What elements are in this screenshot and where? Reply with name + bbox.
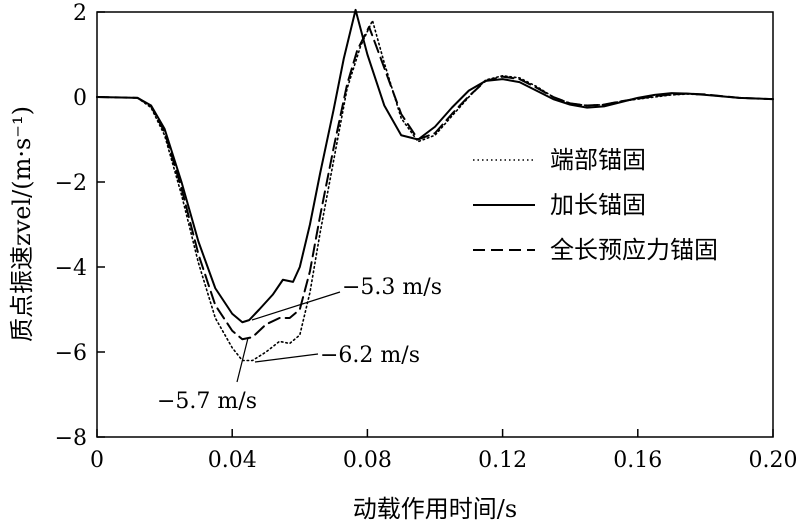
annotations: −5.3 m/s −6.2 m/s −5.7 m/s	[157, 275, 442, 414]
y-tick-label: 0	[73, 86, 87, 111]
series-line-dashed	[96, 25, 774, 341]
annotation-leader-6-2	[254, 353, 319, 363]
y-tick-label: −8	[55, 426, 87, 451]
annotation-6-2: −6.2 m/s	[320, 343, 420, 368]
annotation-leader-5-3	[251, 291, 341, 321]
series-line-solid	[96, 8, 774, 324]
x-tick-label: 0.08	[343, 448, 392, 473]
y-tick-label: −2	[55, 171, 87, 196]
y-tick-label: −4	[55, 256, 87, 281]
y-tick-label: −6	[55, 341, 87, 366]
series-line-dotted	[96, 19, 774, 362]
x-tick-label: 0.16	[613, 448, 662, 473]
ticks-layer: 0 0.04 0.08 0.12 0.16 0.20 2 0 −2 −4 −6 −8	[55, 1, 798, 473]
legend-label-end-anchor: 端部锚固	[550, 146, 646, 174]
annotation-5-3: −5.3 m/s	[342, 275, 442, 300]
x-tick-label: 0.04	[208, 448, 257, 473]
legend: 端部锚固 加长锚固 全长预应力锚固	[473, 146, 718, 264]
x-tick-label: 0.20	[749, 448, 798, 473]
x-tick-label: 0	[90, 448, 104, 473]
plot-frame	[96, 11, 774, 438]
annotation-leader-5-7	[236, 337, 249, 383]
legend-label-prestressed-anchor: 全长预应力锚固	[550, 236, 718, 264]
y-tick-label: 2	[73, 1, 87, 26]
legend-label-extended-anchor: 加长锚固	[550, 191, 646, 219]
annotation-5-7: −5.7 m/s	[157, 389, 257, 414]
x-tick-label: 0.12	[478, 448, 527, 473]
y-axis-title: 质点振速zvel/(m·s⁻¹)	[8, 106, 36, 342]
series-layer	[96, 8, 774, 362]
x-axis-title: 动载作用时间/s	[353, 495, 517, 523]
